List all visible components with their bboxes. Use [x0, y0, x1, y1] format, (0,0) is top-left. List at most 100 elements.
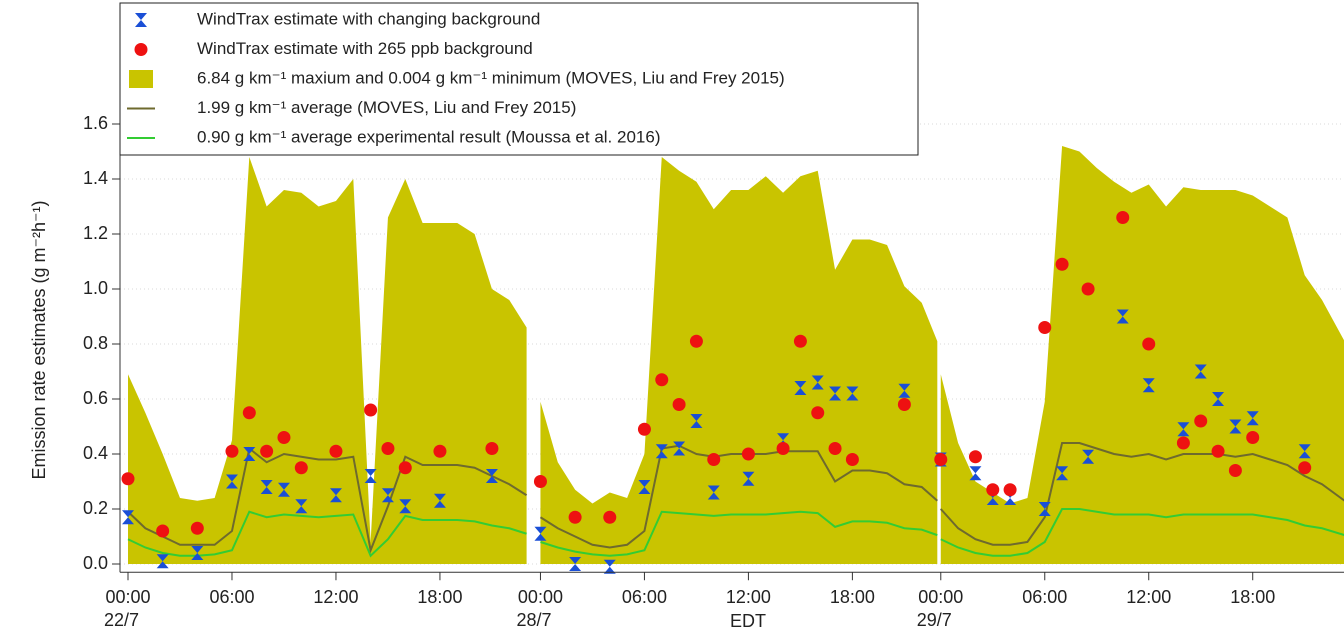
marker-point: [433, 493, 446, 508]
legend-label: 1.99 g km⁻¹ average (MOVES, Liu and Frey…: [197, 98, 576, 117]
average-line: [940, 442, 1344, 546]
marker-point: [294, 461, 308, 475]
marker-point: [381, 488, 394, 503]
marker-point: [794, 381, 807, 395]
x-tick-label: 18:00: [417, 587, 462, 607]
x-tick-label: 00:00: [918, 587, 963, 607]
marker-point: [672, 398, 686, 411]
legend-label: 0.90 g km⁻¹ average experimental result …: [197, 127, 660, 146]
y-tick-label: 1.0: [83, 278, 108, 298]
marker-point: [190, 521, 204, 535]
marker-point: [329, 488, 342, 503]
range-band: [940, 146, 1344, 564]
legend-box: [119, 2, 919, 156]
marker-point: [191, 546, 204, 560]
marker-point: [655, 444, 668, 459]
x-tick-label: 12:00: [726, 587, 771, 607]
marker-point: [156, 524, 170, 538]
y-tick-label: 0.8: [83, 333, 108, 353]
marker-point: [399, 499, 412, 514]
average-line: [940, 508, 1344, 557]
legend-symbol: [129, 70, 153, 88]
x-tick-label: 00:00: [518, 587, 563, 607]
marker-point: [1056, 466, 1069, 481]
x-tick-label: 06:00: [1022, 587, 1067, 607]
marker-point: [156, 554, 169, 569]
marker-point: [637, 422, 651, 436]
marker-point: [1298, 461, 1312, 475]
marker-point: [1038, 321, 1052, 334]
marker-point: [845, 453, 859, 466]
y-tick-label: 0.0: [83, 553, 108, 573]
marker-point: [260, 444, 274, 458]
marker-point: [969, 466, 982, 481]
marker-point: [934, 453, 948, 466]
x-tick-label: 06:00: [622, 587, 667, 607]
panel-date: 28/7: [516, 610, 551, 630]
marker-point: [707, 485, 720, 500]
marker-point: [1142, 337, 1156, 351]
marker-point: [433, 444, 447, 458]
marker-point: [603, 559, 616, 574]
marker-point: [1228, 464, 1242, 477]
marker-point: [533, 475, 547, 488]
marker-point: [534, 526, 547, 541]
marker-point: [1081, 282, 1095, 296]
marker-point: [828, 442, 842, 455]
marker-point: [1211, 444, 1225, 458]
marker-point: [1116, 211, 1130, 224]
y-tick-label: 0.2: [83, 498, 108, 518]
marker-point: [986, 483, 1000, 497]
marker-point: [793, 334, 807, 348]
marker-point: [243, 447, 256, 461]
marker-point: [1176, 436, 1190, 450]
x-tick-label: 12:00: [1126, 587, 1171, 607]
legend-label: 6.84 g km⁻¹ maxium and 0.004 g km⁻¹ mini…: [197, 68, 785, 87]
range-band: [128, 157, 527, 564]
marker-point: [673, 441, 686, 456]
marker-point: [1082, 449, 1095, 464]
x-tick-label: 12:00: [313, 587, 358, 607]
y-tick-label: 0.6: [83, 388, 108, 408]
average-line: [540, 510, 938, 557]
marker-point: [364, 403, 378, 417]
marker-point: [277, 431, 291, 444]
range-band: [540, 157, 938, 564]
marker-point: [242, 406, 256, 420]
marker-point: [829, 386, 842, 401]
x-tick-label: 18:00: [1230, 587, 1275, 607]
x-tick-label: 18:00: [830, 587, 875, 607]
marker-point: [690, 414, 703, 428]
legend-label: WindTrax estimate with changing backgrou…: [197, 9, 540, 28]
marker-point: [1142, 378, 1155, 393]
marker-point: [225, 444, 239, 458]
marker-point: [898, 383, 911, 398]
marker-point: [811, 375, 824, 390]
marker-point: [485, 442, 499, 455]
marker-point: [398, 461, 412, 475]
marker-point: [122, 510, 134, 525]
marker-point: [1194, 414, 1208, 428]
marker-point: [1194, 364, 1207, 379]
x-tick-label: 06:00: [209, 587, 254, 607]
marker-point: [1246, 431, 1260, 444]
marker-point: [603, 510, 617, 524]
marker-point: [968, 450, 982, 464]
legend-label: WindTrax estimate with 265 ppb backgroun…: [197, 39, 533, 58]
marker-point: [1038, 502, 1051, 516]
marker-point: [569, 557, 582, 571]
marker-point: [1177, 422, 1190, 437]
marker-point: [329, 444, 343, 458]
average-line: [127, 510, 527, 558]
marker-point: [689, 334, 703, 348]
marker-point: [277, 482, 290, 497]
marker-point: [1229, 419, 1242, 434]
marker-point: [485, 469, 498, 483]
marker-point: [638, 480, 651, 494]
marker-point: [295, 499, 308, 514]
marker-point: [381, 442, 395, 455]
panel-date: 22/7: [104, 610, 139, 630]
marker-point: [742, 471, 755, 486]
marker-point: [568, 510, 582, 524]
